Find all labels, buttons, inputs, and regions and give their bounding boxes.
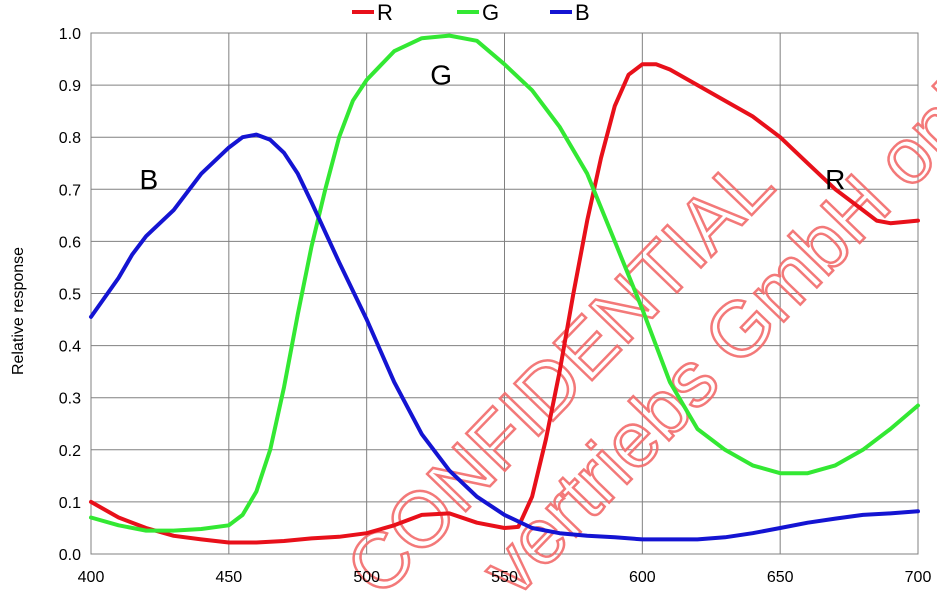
y-tick-label: 0.8 (59, 130, 81, 147)
x-tick-label: 500 (353, 569, 380, 586)
series-line-B (89, 132, 920, 542)
series-lines (89, 33, 920, 545)
y-tick-label: 0.1 (59, 495, 81, 512)
legend-label-R: R (377, 0, 393, 25)
legend-label-G: G (482, 0, 499, 25)
curve-labels: B G R (140, 60, 846, 195)
y-tick-label: 0.9 (59, 78, 81, 95)
y-tick-label: 0.6 (59, 234, 81, 251)
x-tick-label: 550 (491, 569, 518, 586)
y-tick-label: 0.4 (59, 339, 81, 356)
y-tick-label: 0.7 (59, 182, 81, 199)
curve-label-R: R (825, 164, 845, 195)
series-line-G (89, 33, 920, 533)
x-tick-label: 600 (629, 569, 656, 586)
curve-label-G: G (430, 60, 452, 91)
y-tick-label: 0.3 (59, 391, 81, 408)
x-tick-label: 450 (215, 569, 242, 586)
tick-labels: 0.0 0.1 0.2 0.3 0.4 0.5 0.6 0.7 0.8 0.9 1.0 400 450 5… (59, 26, 932, 586)
plot-frame (90, 32, 919, 555)
x-tick-label: 400 (78, 569, 105, 586)
y-tick-label: 1.0 (59, 26, 81, 43)
y-tick-label: 0.5 (59, 287, 81, 304)
x-tick-label: 650 (767, 569, 794, 586)
y-axis-title: Relative response (10, 247, 27, 375)
curve-label-B: B (140, 164, 159, 195)
legend-label-B: B (575, 0, 590, 25)
y-tick-label: 0.0 (59, 547, 81, 564)
x-tick-label: 700 (905, 569, 932, 586)
grid (91, 33, 918, 554)
series-line-R (89, 62, 920, 545)
y-tick-label: 0.2 (59, 443, 81, 460)
